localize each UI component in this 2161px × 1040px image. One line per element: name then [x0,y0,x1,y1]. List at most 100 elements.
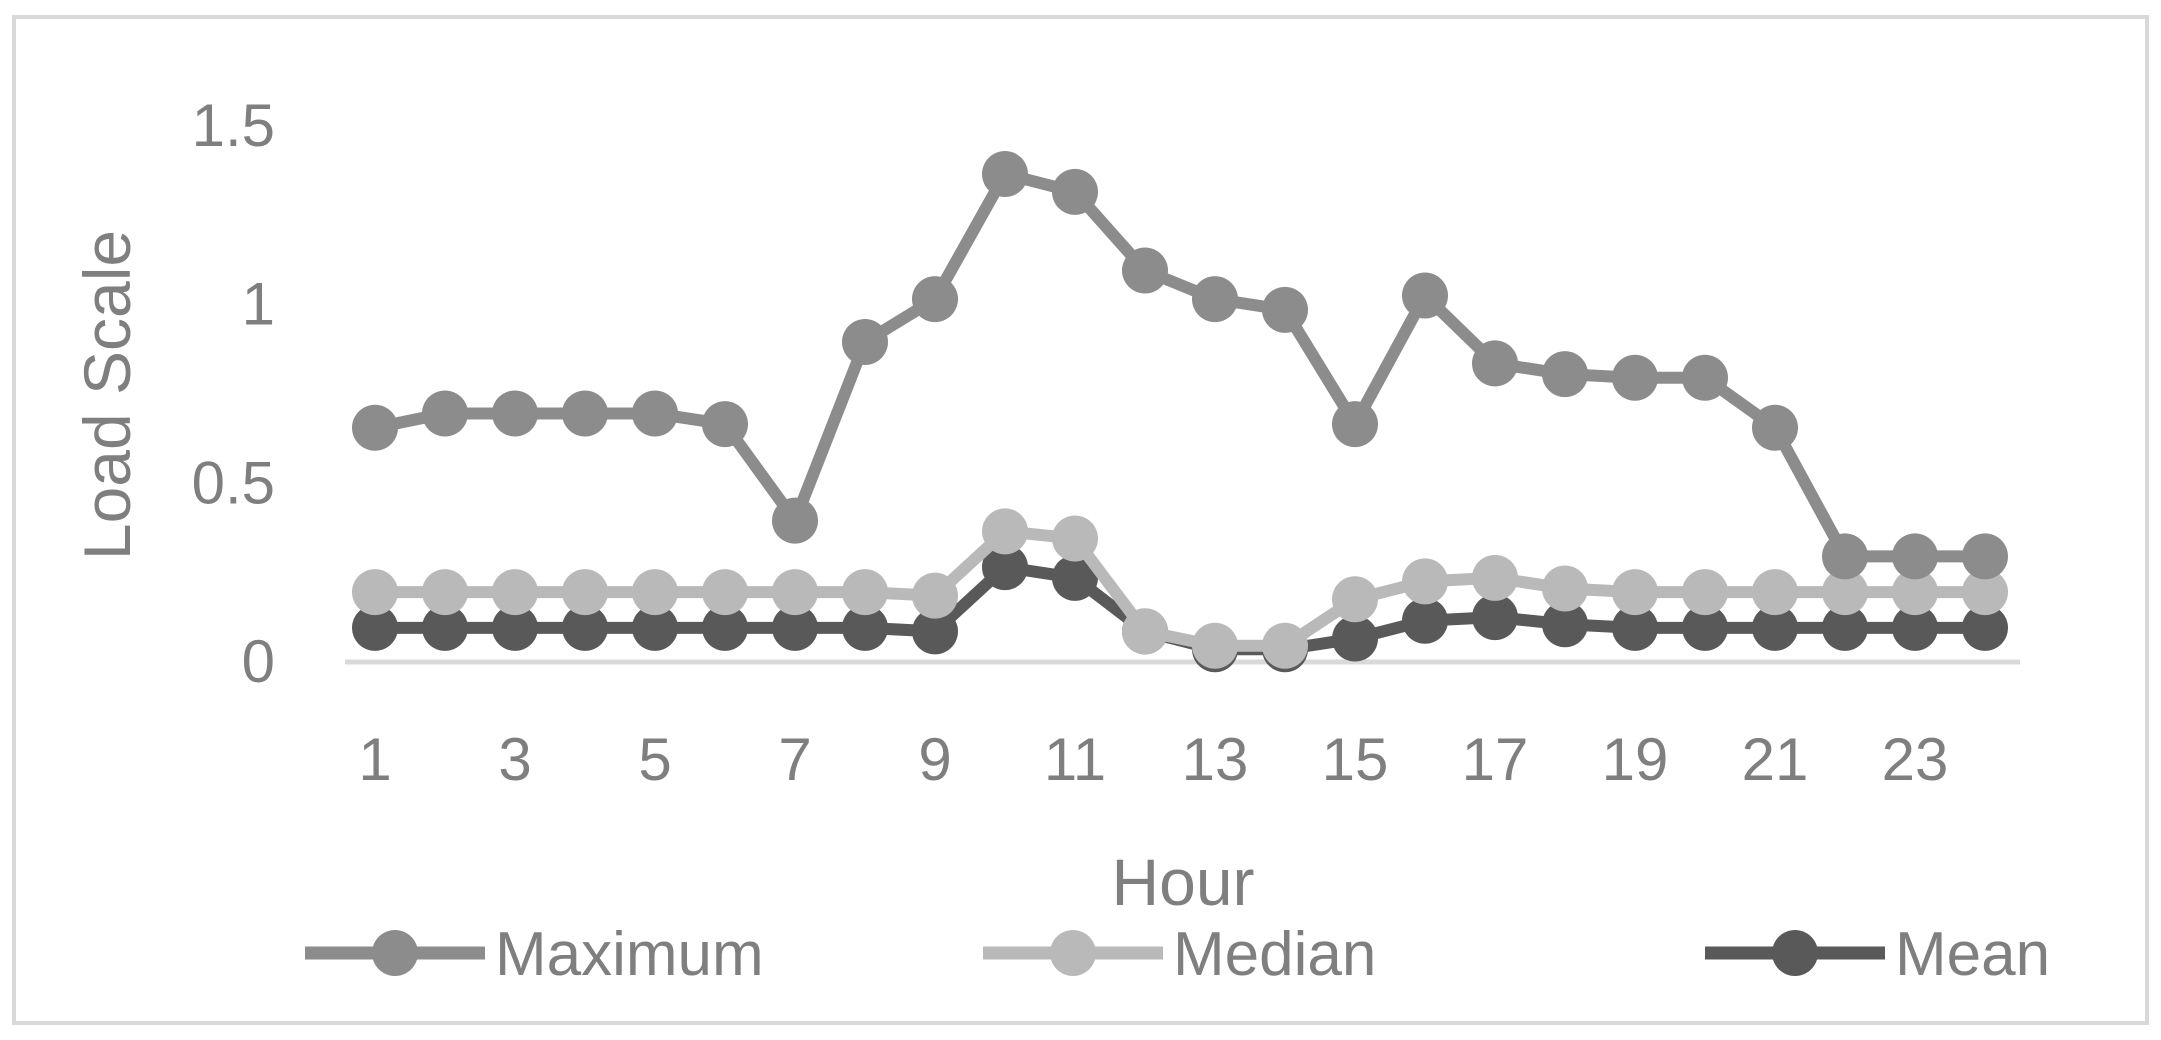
legend-marker-mean [1772,930,1818,976]
data-point-maximum [1612,354,1658,401]
data-point-maximum [1262,286,1308,333]
data-point-mean [1542,601,1588,648]
data-point-median [772,569,818,616]
y-tick-label: 0 [242,628,275,695]
data-point-median [982,508,1028,555]
y-axis-title: Load Scale [70,230,144,560]
data-point-median [1192,622,1238,669]
data-point-maximum [842,318,888,365]
y-tick-label: 0.5 [192,449,275,516]
data-point-maximum [632,390,678,437]
data-point-maximum [982,151,1028,198]
x-tick-label: 21 [1742,726,1809,793]
data-point-mean [702,604,748,651]
y-tick-label: 1 [242,271,275,338]
data-point-maximum [562,390,608,437]
legend-label-median: Median [1173,920,1376,989]
data-point-median [1332,576,1378,623]
data-point-median [422,569,468,616]
data-point-maximum [1192,276,1238,323]
x-axis-title: Hour [1111,845,1254,919]
data-point-mean [1822,604,1868,651]
data-point-mean [1612,604,1658,651]
data-point-median [1402,558,1448,605]
legend-item-mean: Mean [1705,920,2050,989]
data-point-median [1052,515,1098,562]
x-tick-label: 11 [1044,726,1106,793]
legend-label-mean: Mean [1895,920,2050,989]
data-point-maximum [1122,247,1168,294]
legend-item-median: Median [983,920,1376,989]
data-point-maximum [702,401,748,448]
series-layer [352,151,2008,673]
y-tick-label: 1.5 [192,92,275,159]
data-point-maximum [422,390,468,437]
data-point-mean [1682,604,1728,651]
data-point-median [632,569,678,616]
data-point-mean [1752,604,1798,651]
x-tick-label: 3 [498,726,531,793]
data-point-median [1542,565,1588,612]
data-point-mean [772,604,818,651]
x-tick-label: 5 [638,726,671,793]
data-point-median [352,569,398,616]
series-maximum [352,151,2008,580]
x-tick-label: 19 [1602,726,1669,793]
data-point-maximum [492,390,538,437]
data-point-mean [1332,615,1378,662]
data-point-maximum [1052,168,1098,215]
data-point-median [1822,569,1868,616]
data-point-median [1752,569,1798,616]
data-point-mean [842,604,888,651]
x-axis-tick-labels: 1 3 5 7 9 11 13 15 17 19 21 23 [358,726,1948,793]
legend-label-maximum: Maximum [495,920,764,989]
data-point-maximum [1542,351,1588,398]
data-point-maximum [1472,340,1518,387]
data-point-mean [912,608,958,655]
data-point-maximum [1962,533,2008,580]
data-point-median [842,569,888,616]
data-point-median [1262,622,1308,669]
data-point-mean [422,604,468,651]
x-tick-label: 1 [358,726,391,793]
data-point-median [562,569,608,616]
x-tick-label: 23 [1882,726,1949,793]
x-tick-label: 7 [778,726,811,793]
x-tick-label: 15 [1322,726,1389,793]
data-point-maximum [912,276,958,323]
data-point-maximum [1682,354,1728,401]
data-point-median [1612,569,1658,616]
data-point-median [912,572,958,619]
series-median [352,508,2008,669]
data-point-median [1122,608,1168,655]
data-point-mean [982,544,1028,591]
data-point-maximum [352,404,398,451]
data-point-mean [632,604,678,651]
y-axis-tick-labels: 0 0.5 1 1.5 [192,92,275,695]
data-point-mean [1472,594,1518,641]
data-point-maximum [1402,272,1448,319]
legend-marker-median [1050,930,1096,976]
data-point-maximum [1892,533,1938,580]
legend-item-maximum: Maximum [305,920,764,989]
data-point-mean [492,604,538,651]
data-point-median [1892,569,1938,616]
data-point-mean [1892,604,1938,651]
data-point-mean [1052,554,1098,601]
data-point-maximum [1752,404,1798,451]
data-point-mean [1402,597,1448,644]
data-point-mean [352,604,398,651]
data-point-median [1472,554,1518,601]
data-point-maximum [1822,533,1868,580]
data-point-median [492,569,538,616]
data-point-mean [562,604,608,651]
legend: Maximum Median Mean [305,920,2050,989]
x-tick-label: 17 [1462,726,1529,793]
data-point-maximum [1332,401,1378,448]
x-tick-label: 9 [918,726,951,793]
x-tick-label: 13 [1182,726,1249,793]
data-point-median [1962,569,2008,616]
data-point-maximum [772,497,818,544]
data-point-mean [1962,604,2008,651]
